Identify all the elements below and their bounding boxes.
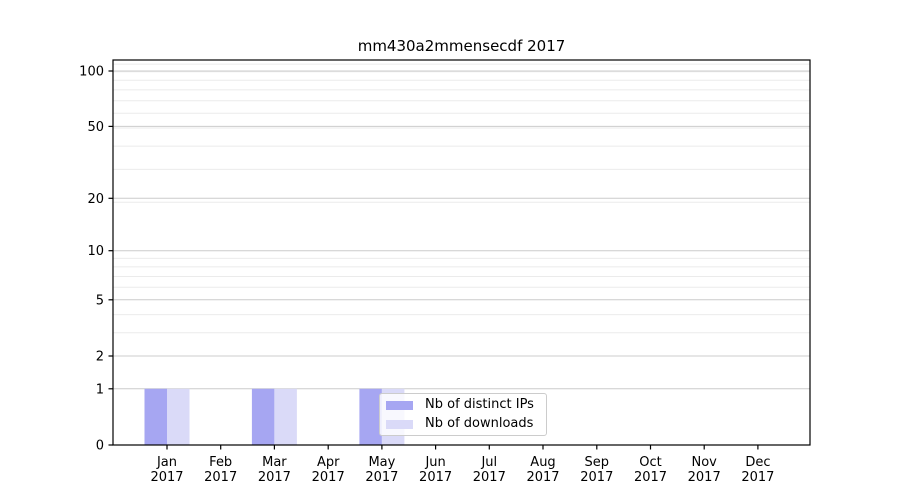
bar-distinct-ips-mar (251, 388, 275, 445)
x-tick-label-year: 2017 (419, 470, 452, 485)
x-tick-label: Apr (317, 455, 340, 470)
x-tick-label: Oct (639, 455, 661, 470)
bar-downloads-mar (274, 388, 297, 445)
legend-item-distinct-ips: Nb of distinct IPs (386, 398, 539, 412)
x-tick-label: Jun (424, 455, 445, 470)
y-tick-label: 0 (96, 439, 104, 454)
x-tick-label: Jan (156, 455, 177, 470)
legend-label-downloads: Nb of downloads (425, 416, 534, 431)
x-tick-label: May (368, 455, 395, 470)
x-tick-label-year: 2017 (473, 470, 506, 485)
bar-distinct-ips-jan (144, 388, 167, 445)
x-tick-label: Mar (262, 455, 287, 470)
x-tick-label: Aug (530, 455, 555, 470)
y-tick-label: 50 (87, 120, 104, 135)
x-tick-label-year: 2017 (580, 470, 613, 485)
x-tick-label: Nov (692, 455, 718, 470)
x-tick-label: Feb (209, 455, 232, 470)
legend-swatch-distinct-ips (386, 400, 413, 410)
y-tick-label: 20 (87, 192, 104, 207)
x-tick-label: Dec (745, 455, 770, 470)
x-tick-label-year: 2017 (688, 470, 721, 485)
x-tick-label-year: 2017 (150, 470, 183, 485)
bar-downloads-jan (167, 388, 190, 445)
y-tick-label: 2 (96, 350, 104, 365)
x-tick-label-year: 2017 (741, 470, 774, 485)
legend: Nb of distinct IPs Nb of downloads (379, 393, 547, 436)
x-tick-label-year: 2017 (312, 470, 345, 485)
chart-title: mm430a2mmensecdf 2017 (357, 37, 566, 55)
x-tick-label: Jul (480, 455, 497, 470)
x-tick-label-year: 2017 (526, 470, 559, 485)
y-tick-label: 1 (96, 382, 104, 397)
legend-item-downloads: Nb of downloads (386, 417, 539, 431)
y-tick-label: 5 (96, 293, 104, 308)
x-tick-label: Sep (585, 455, 610, 470)
plot-border (112, 59, 811, 446)
legend-swatch-downloads (386, 419, 413, 429)
bar-distinct-ips-may (359, 388, 382, 445)
y-tick-label: 100 (79, 65, 104, 80)
y-tick-label: 10 (87, 244, 104, 259)
x-tick-label-year: 2017 (258, 470, 291, 485)
x-tick-label-year: 2017 (634, 470, 667, 485)
legend-label-distinct-ips: Nb of distinct IPs (425, 397, 534, 412)
x-tick-label-year: 2017 (204, 470, 237, 485)
x-tick-label-year: 2017 (365, 470, 398, 485)
